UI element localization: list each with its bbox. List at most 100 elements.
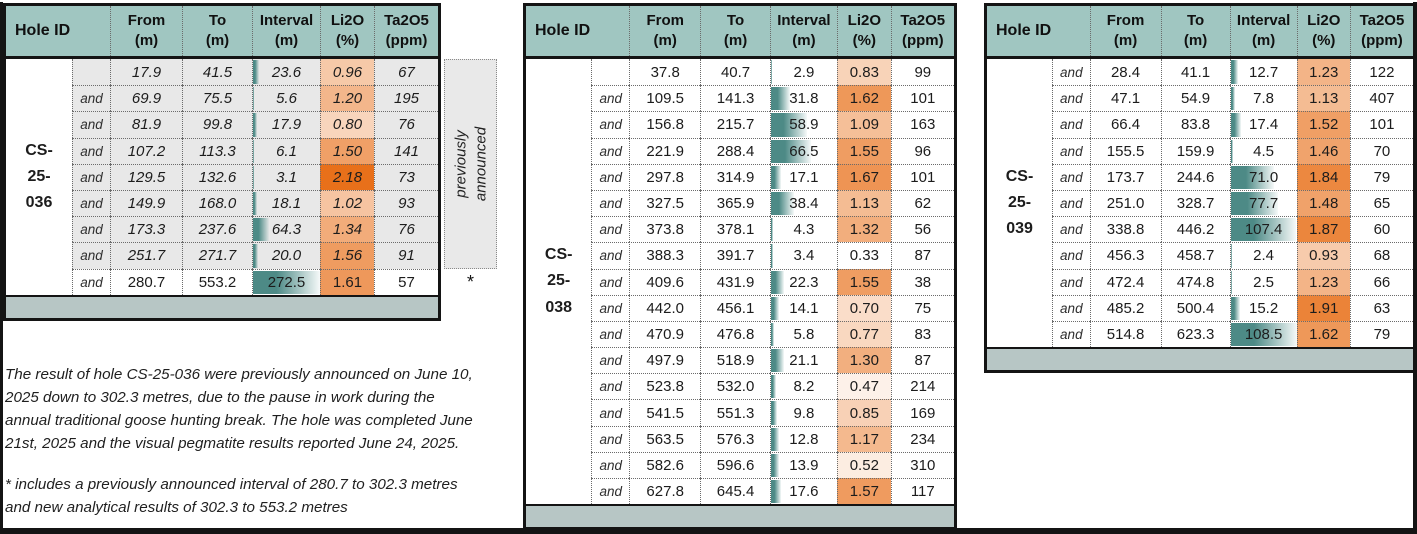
ta2o5-cell: 214 <box>890 373 954 400</box>
li2o-cell: 0.83 <box>837 59 891 86</box>
qualifier-cell: and <box>1052 320 1090 348</box>
from-cell: 129.5 <box>110 163 182 190</box>
qualifier-cell: and <box>1052 268 1090 295</box>
li2o-cell: 0.52 <box>837 451 891 478</box>
column-header-to-title: To <box>208 12 227 30</box>
interval-value: 7.8 <box>1253 90 1275 108</box>
interval-cell: 6.1 <box>252 137 320 164</box>
interval-data-bar <box>253 165 254 189</box>
hole-id-line: CS- <box>1005 167 1034 185</box>
interval-cell: 18.1 <box>252 189 320 217</box>
ta2o5-cell: 57 <box>374 268 438 295</box>
interval-value: 18.1 <box>271 195 302 213</box>
ta2o5-cell: 76 <box>374 216 438 243</box>
sidebar-word-1: previously <box>452 130 469 198</box>
column-header-to-title: To <box>726 12 745 30</box>
hole-id-header: Hole ID <box>535 22 591 40</box>
from-cell: 297.8 <box>629 163 701 190</box>
previously-announced-sidebar: previously announced <box>444 59 497 269</box>
from-cell: 17.9 <box>110 59 182 86</box>
column-header-from-unit: (m) <box>134 32 159 49</box>
column-header-li2o-title: Li2O <box>330 12 365 30</box>
to-cell: 623.3 <box>1160 320 1230 348</box>
hole-id-line: 038 <box>545 298 573 316</box>
li2o-cell: 1.55 <box>837 137 891 164</box>
column-header-from: From (m) <box>629 6 700 56</box>
column-header-interval-title: Interval <box>777 12 831 30</box>
to-cell: 551.3 <box>700 399 770 426</box>
interval-cell: 3.4 <box>769 242 838 269</box>
to-cell: 476.8 <box>700 320 770 348</box>
li2o-cell: 1.50 <box>320 137 374 164</box>
interval-data-bar <box>770 244 773 268</box>
qualifier-cell: and <box>72 111 110 138</box>
li2o-cell: 1.62 <box>1296 320 1350 348</box>
interval-data-bar <box>770 270 785 294</box>
hole-id-header: Hole ID <box>996 22 1052 40</box>
li2o-cell: 1.61 <box>320 268 374 295</box>
li2o-cell: 1.55 <box>837 268 891 295</box>
interval-data-bar <box>770 453 780 477</box>
interval-cell: 66.5 <box>769 137 838 164</box>
column-header-to: To (m) <box>700 6 769 56</box>
interval-data-bar <box>253 191 258 216</box>
interval-value: 77.7 <box>1249 195 1279 213</box>
li2o-cell: 1.87 <box>1296 216 1350 243</box>
interval-cell: 58.9 <box>769 111 838 138</box>
qualifier-cell: and <box>1052 242 1090 269</box>
qualifier-cell: and <box>591 189 630 217</box>
interval-cell: 31.8 <box>769 85 838 112</box>
ta2o5-cell: 75 <box>890 294 954 321</box>
to-cell: 54.9 <box>1160 85 1230 112</box>
footnote-announcement: The result of hole CS-25-036 were previo… <box>5 366 473 453</box>
interval-value: 66.5 <box>789 142 819 160</box>
table-footer-strip <box>526 504 954 528</box>
li2o-cell: 0.77 <box>837 320 891 348</box>
column-header-ta2o5: Ta2O5 (ppm) <box>890 6 954 56</box>
qualifier-cell: and <box>72 242 110 269</box>
qualifier-cell: and <box>591 137 630 164</box>
interval-cell: 4.3 <box>769 216 838 243</box>
column-header-ta2o5-title: Ta2O5 <box>384 12 429 30</box>
qualifier-cell: and <box>1052 137 1090 164</box>
table-body: CS- 25- 039 and 28.4 41.1 12.7 1.23 122 and 47.1 54… <box>987 59 1413 348</box>
li2o-cell: 1.67 <box>837 163 891 190</box>
interval-data-bar <box>1230 296 1240 320</box>
hole-id-line: CS- <box>544 246 573 264</box>
interval-cell: 38.4 <box>769 189 838 217</box>
interval-cell: 77.7 <box>1229 189 1297 217</box>
from-cell: 514.8 <box>1089 320 1161 348</box>
interval-value: 2.5 <box>1253 273 1275 291</box>
interval-value: 4.5 <box>1253 142 1275 160</box>
ta2o5-cell: 141 <box>374 137 438 164</box>
column-header-from: From (m) <box>1089 6 1161 56</box>
interval-value: 21.1 <box>789 352 819 370</box>
to-cell: 215.7 <box>700 111 770 138</box>
to-cell: 288.4 <box>700 137 770 164</box>
ta2o5-cell: 101 <box>1349 111 1413 138</box>
table-block-cs-25-038: Hole ID From (m) To (m) Interval (m) Li2O (%) Ta2… <box>523 3 957 531</box>
ta2o5-cell: 195 <box>374 85 438 112</box>
table-block-cs-25-039: Hole ID From (m) To (m) Interval (m) Li2O (%) Ta2… <box>984 3 1416 374</box>
previously-announced-label: previously announced <box>451 127 490 201</box>
ta2o5-cell: 101 <box>890 163 954 190</box>
hole-id-cell: CS- 25- 036 <box>6 59 72 295</box>
to-cell: 365.9 <box>700 189 770 217</box>
hole-id-line: CS- <box>25 141 53 159</box>
qualifier-cell: and <box>591 451 630 478</box>
interval-data-bar <box>770 87 791 111</box>
from-cell: 470.9 <box>629 320 701 348</box>
interval-data-bar <box>253 113 258 137</box>
hole-id-cell: CS- 25- 039 <box>987 59 1053 348</box>
interval-value: 23.6 <box>271 63 302 81</box>
interval-data-bar <box>253 60 259 85</box>
li2o-cell: 1.20 <box>320 85 374 112</box>
ta2o5-cell: 91 <box>374 242 438 269</box>
column-header-li2o: Li2O (%) <box>837 6 891 56</box>
interval-cell: 107.4 <box>1229 216 1297 243</box>
interval-cell: 12.8 <box>769 425 838 452</box>
li2o-cell: 1.56 <box>320 242 374 269</box>
from-cell: 442.0 <box>629 294 701 321</box>
qualifier-cell: and <box>591 399 630 426</box>
